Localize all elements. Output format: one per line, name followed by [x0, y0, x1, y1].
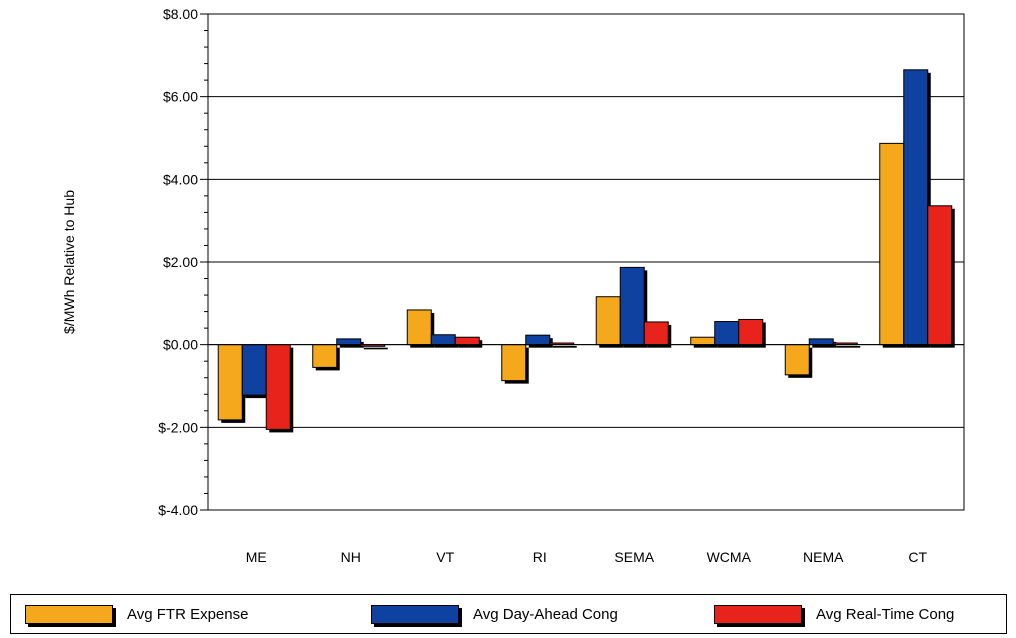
legend-item-real-time-cong: Avg Real-Time Cong	[714, 601, 954, 627]
y-tick-label: $4.00	[163, 171, 198, 187]
bar	[430, 334, 456, 346]
x-tick-label: VT	[436, 549, 454, 565]
legend-label-day-ahead-cong: Avg Day-Ahead Cong	[473, 605, 618, 623]
bar	[927, 205, 953, 346]
y-tick-label: $-4.00	[158, 502, 198, 518]
bar	[217, 344, 243, 421]
legend: Avg FTR Expense Avg Day-Ahead Cong Avg R…	[10, 594, 1007, 634]
y-tick-label: $6.00	[163, 89, 198, 105]
y-tick-label: $0.00	[163, 337, 198, 353]
bar	[879, 142, 905, 346]
plot-frame	[207, 13, 965, 511]
legend-item-day-ahead-cong: Avg Day-Ahead Cong	[371, 601, 618, 627]
labels: $-4.00 $-2.00 $0.00 $2.00 $4.00 $6.00 $8.00 ME N…	[158, 6, 927, 565]
legend-swatch-real-time-cong	[714, 604, 802, 624]
x-tick-label: RI	[533, 549, 547, 565]
y-tick-label: $8.00	[163, 6, 198, 22]
x-tick-label: CT	[908, 549, 927, 565]
y-tick-label: $2.00	[163, 254, 198, 270]
legend-item-ftr-expense: Avg FTR Expense	[25, 601, 248, 627]
bar-shadow	[836, 346, 861, 348]
bar	[595, 296, 621, 346]
chart: $-4.00 $-2.00 $0.00 $2.00 $4.00 $6.00 $8.00 ME N…	[61, 6, 965, 565]
bar	[643, 321, 669, 346]
legend-swatch-ftr-expense	[25, 604, 113, 624]
bar-shadow	[363, 347, 388, 350]
x-tick-label: SEMA	[614, 549, 654, 565]
bars	[217, 69, 955, 433]
bar-shadow	[552, 346, 577, 348]
legend-label-ftr-expense: Avg FTR Expense	[127, 605, 249, 623]
x-tick-label: NH	[341, 549, 361, 565]
bar	[903, 69, 929, 346]
bar	[241, 344, 267, 396]
bar	[714, 321, 740, 346]
bar	[454, 336, 480, 346]
x-tick-label: WCMA	[707, 549, 752, 565]
y-tick-label: $-2.00	[158, 419, 198, 435]
bar	[784, 344, 810, 376]
bar	[265, 344, 291, 430]
y-axis-title: $/MWh Relative to Hub	[61, 190, 77, 334]
x-tick-label: NEMA	[803, 549, 844, 565]
bar	[336, 338, 362, 346]
bar	[808, 338, 834, 346]
bar	[501, 344, 527, 382]
legend-swatch-day-ahead-cong	[371, 604, 459, 624]
bar	[312, 344, 338, 368]
bar	[619, 266, 645, 346]
x-tick-label: ME	[246, 549, 267, 565]
axes	[200, 13, 965, 511]
legend-label-real-time-cong: Avg Real-Time Cong	[816, 605, 955, 623]
bar	[738, 318, 764, 346]
bar	[406, 309, 432, 346]
bar	[690, 336, 716, 346]
bar	[525, 334, 551, 346]
